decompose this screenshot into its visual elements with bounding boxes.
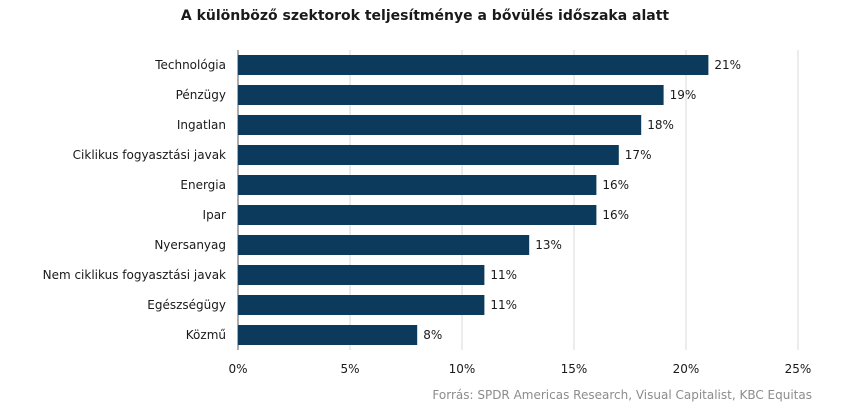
value-label: 19% bbox=[670, 88, 697, 102]
category-label: Energia bbox=[180, 178, 226, 192]
bar bbox=[238, 205, 597, 225]
value-label: 8% bbox=[423, 328, 442, 342]
x-tick-label: 5% bbox=[340, 362, 359, 376]
bar bbox=[238, 325, 418, 345]
chart-title: A különböző szektorok teljesítménye a bő… bbox=[180, 8, 670, 24]
category-label: Nem ciklikus fogyasztási javak bbox=[43, 268, 226, 282]
bar bbox=[238, 115, 642, 135]
value-label: 18% bbox=[647, 118, 674, 132]
category-label: Ciklikus fogyasztási javak bbox=[73, 148, 226, 162]
bar bbox=[238, 265, 485, 285]
value-label: 17% bbox=[625, 148, 652, 162]
bar bbox=[238, 175, 597, 195]
x-tick-label: 0% bbox=[228, 362, 247, 376]
bar bbox=[238, 55, 709, 75]
x-tick-label: 20% bbox=[673, 362, 700, 376]
value-label: 11% bbox=[490, 268, 517, 282]
source-note: Forrás: SPDR Americas Research, Visual C… bbox=[432, 388, 812, 402]
value-label: 13% bbox=[535, 238, 562, 252]
bar bbox=[238, 85, 664, 105]
x-tick-label: 15% bbox=[561, 362, 588, 376]
bar bbox=[238, 295, 485, 315]
x-tick-label: 10% bbox=[449, 362, 476, 376]
category-label: Közmű bbox=[186, 328, 226, 342]
value-label: 21% bbox=[714, 58, 741, 72]
category-label: Ingatlan bbox=[177, 118, 226, 132]
labels: 0% 5% 10% 15% 20% 25% Technológia 21% Pénzügy 19%… bbox=[43, 58, 812, 376]
category-label: Egészségügy bbox=[147, 298, 226, 312]
category-label: Pénzügy bbox=[176, 88, 226, 102]
value-label: 16% bbox=[602, 208, 629, 222]
category-label: Technológia bbox=[154, 58, 226, 72]
value-label: 11% bbox=[490, 298, 517, 312]
value-label: 16% bbox=[602, 178, 629, 192]
x-tick-label: 25% bbox=[785, 362, 812, 376]
bar bbox=[238, 235, 530, 255]
bars bbox=[238, 55, 709, 345]
category-label: Ipar bbox=[203, 208, 227, 222]
category-label: Nyersanyag bbox=[154, 238, 226, 252]
bar bbox=[238, 145, 619, 165]
